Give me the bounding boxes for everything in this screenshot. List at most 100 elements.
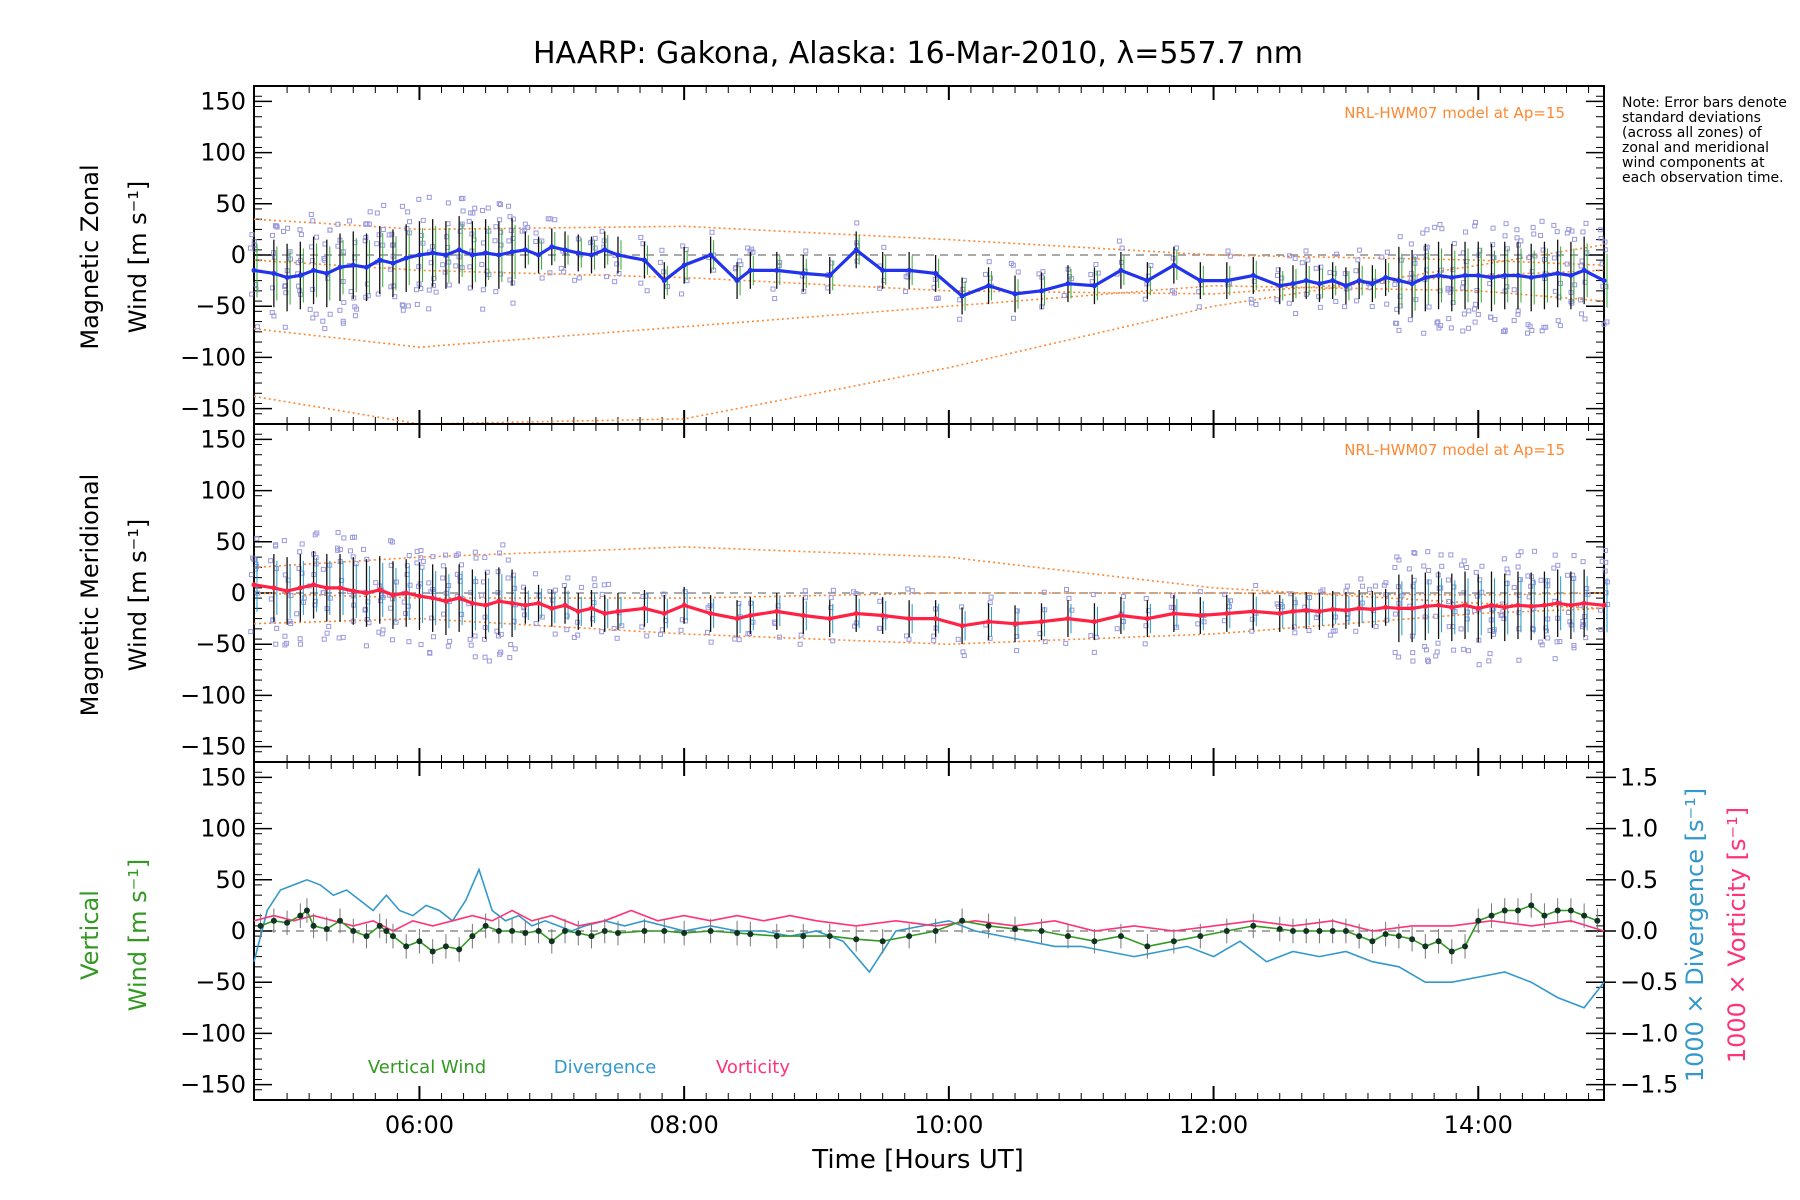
meridional-wind-point <box>880 613 886 619</box>
chart-title: HAARP: Gakona, Alaska: 16-Mar-2010, λ=55… <box>533 36 1303 71</box>
vertical-wind-point <box>429 948 436 955</box>
meridional-zone-point <box>482 554 488 560</box>
meridional-wind-point <box>1581 600 1587 606</box>
meridional-wind-point <box>1224 610 1230 616</box>
meridional-wind-point <box>1489 602 1494 608</box>
zonal-zone-point <box>877 285 883 291</box>
vertical-wind-point <box>416 938 423 945</box>
vertical-wind-point <box>773 933 780 940</box>
zonal-zone-point <box>1313 265 1319 271</box>
meridional-zone-point <box>1353 628 1359 634</box>
x-tick-label: 08:00 <box>650 1111 719 1139</box>
zonal-wind-point <box>747 267 753 273</box>
zonal-wind-point <box>1356 278 1362 284</box>
zonal-zone-point <box>327 311 333 317</box>
meridional-zone-point <box>324 630 330 636</box>
zonal-zone-point <box>1531 231 1537 237</box>
zonal-zone-point <box>325 275 331 281</box>
zonal-wind-point <box>1436 272 1442 278</box>
meridional-zone-point <box>270 617 276 623</box>
zonal-zone-point <box>770 286 776 292</box>
zonal-zone-point <box>957 316 963 322</box>
meridional-zone-point <box>931 638 937 644</box>
zonal-zone-point <box>1088 272 1094 278</box>
meridional-zone-point <box>1603 559 1609 565</box>
x-tick-label: 10:00 <box>914 1111 983 1139</box>
zonal-ytick-label: 100 <box>200 139 246 167</box>
zonal-zone-point <box>460 208 466 214</box>
x-axis-label: Time [Hours UT] <box>811 1145 1024 1175</box>
zonal-zone-point <box>1541 324 1547 330</box>
zonal-zone-point <box>1293 311 1299 317</box>
meridional-zone-point <box>1557 639 1563 645</box>
zonal-zone-point <box>400 302 406 308</box>
zonal-zone-point <box>407 219 413 225</box>
meridional-zone-point <box>1532 548 1538 554</box>
meridional-wind-point <box>1356 605 1362 611</box>
meridional-wind-point <box>377 587 383 593</box>
meridional-zone-point <box>1566 610 1572 616</box>
zonal-zone-point <box>1461 311 1467 317</box>
zonal-zone-point <box>381 202 387 208</box>
zonal-ylabel-1: Magnetic Zonal <box>76 164 104 349</box>
zonal-wind-point <box>575 250 581 256</box>
meridional-zone-point <box>552 631 558 637</box>
meridional-zone-point <box>1518 549 1524 555</box>
zonal-wind-point <box>562 247 568 253</box>
vorticity-y2label: 1000 × Vorticity [s⁻¹] <box>1723 807 1751 1063</box>
zonal-zone-point <box>1299 260 1305 266</box>
meridional-zone-point <box>406 603 412 609</box>
meridional-wind-point <box>1515 602 1521 608</box>
zonal-zone-point <box>1488 314 1494 320</box>
meridional-wind-point <box>933 616 939 622</box>
zonal-zone-point <box>400 307 406 313</box>
zonal-zone-point <box>903 289 909 295</box>
zonal-ytick-label: −150 <box>180 395 246 423</box>
meridional-wind-point <box>443 598 449 604</box>
meridional-zone-point <box>658 631 664 637</box>
meridional-zone-point <box>420 558 426 564</box>
zonal-wind-point <box>496 252 502 258</box>
meridional-zone-point <box>459 611 465 617</box>
zonal-zone-point <box>337 307 343 313</box>
zonal-zone-point <box>453 263 459 269</box>
zonal-zone-point <box>274 224 280 230</box>
meridional-zone-point <box>1292 630 1298 636</box>
zonal-wind-point <box>416 252 422 258</box>
meridional-zone-point <box>575 619 581 625</box>
zonal-zone-point <box>1504 284 1510 290</box>
meridional-zone-point <box>678 627 684 633</box>
zonal-wind-point <box>324 270 330 276</box>
meridional-zone-point <box>565 575 571 581</box>
vertical-y2tick-label: 0.5 <box>1620 866 1658 894</box>
zonal-wind-point <box>1290 281 1296 287</box>
zonal-zone-point <box>1460 328 1466 334</box>
meridional-wind-point <box>1171 610 1177 616</box>
meridional-zone-point <box>248 572 254 578</box>
meridional-wind-point <box>602 610 608 616</box>
vertical-wind-point <box>469 933 476 940</box>
zonal-wind-point <box>1039 288 1044 294</box>
zonal-zone-point <box>547 270 553 276</box>
zonal-zone-point <box>657 259 663 265</box>
meridional-zone-point <box>341 535 347 541</box>
zonal-zone-point <box>1061 293 1067 299</box>
zonal-zone-point <box>1555 318 1561 324</box>
vertical-wind-point <box>1064 933 1071 940</box>
zonal-wind-point <box>522 247 528 253</box>
zonal-zone-point <box>1448 325 1454 331</box>
error-bar-note: Note: Error bars denote standard deviati… <box>1622 95 1787 186</box>
meridional-wind-point <box>1528 603 1534 609</box>
meridional-wind-point <box>681 602 687 608</box>
meridional-zone-point <box>1221 618 1227 624</box>
zonal-zone-point <box>374 210 380 216</box>
meridional-zone-point <box>1392 649 1398 655</box>
meridional-zone-point <box>877 598 883 604</box>
meridional-zone-point <box>273 566 279 572</box>
vertical-wind-point <box>1488 912 1495 919</box>
zonal-zone-point <box>1438 323 1444 329</box>
zonal-wind-point <box>1224 278 1230 284</box>
vertical-wind-point <box>442 943 449 950</box>
meridional-zone-point <box>1412 550 1418 556</box>
